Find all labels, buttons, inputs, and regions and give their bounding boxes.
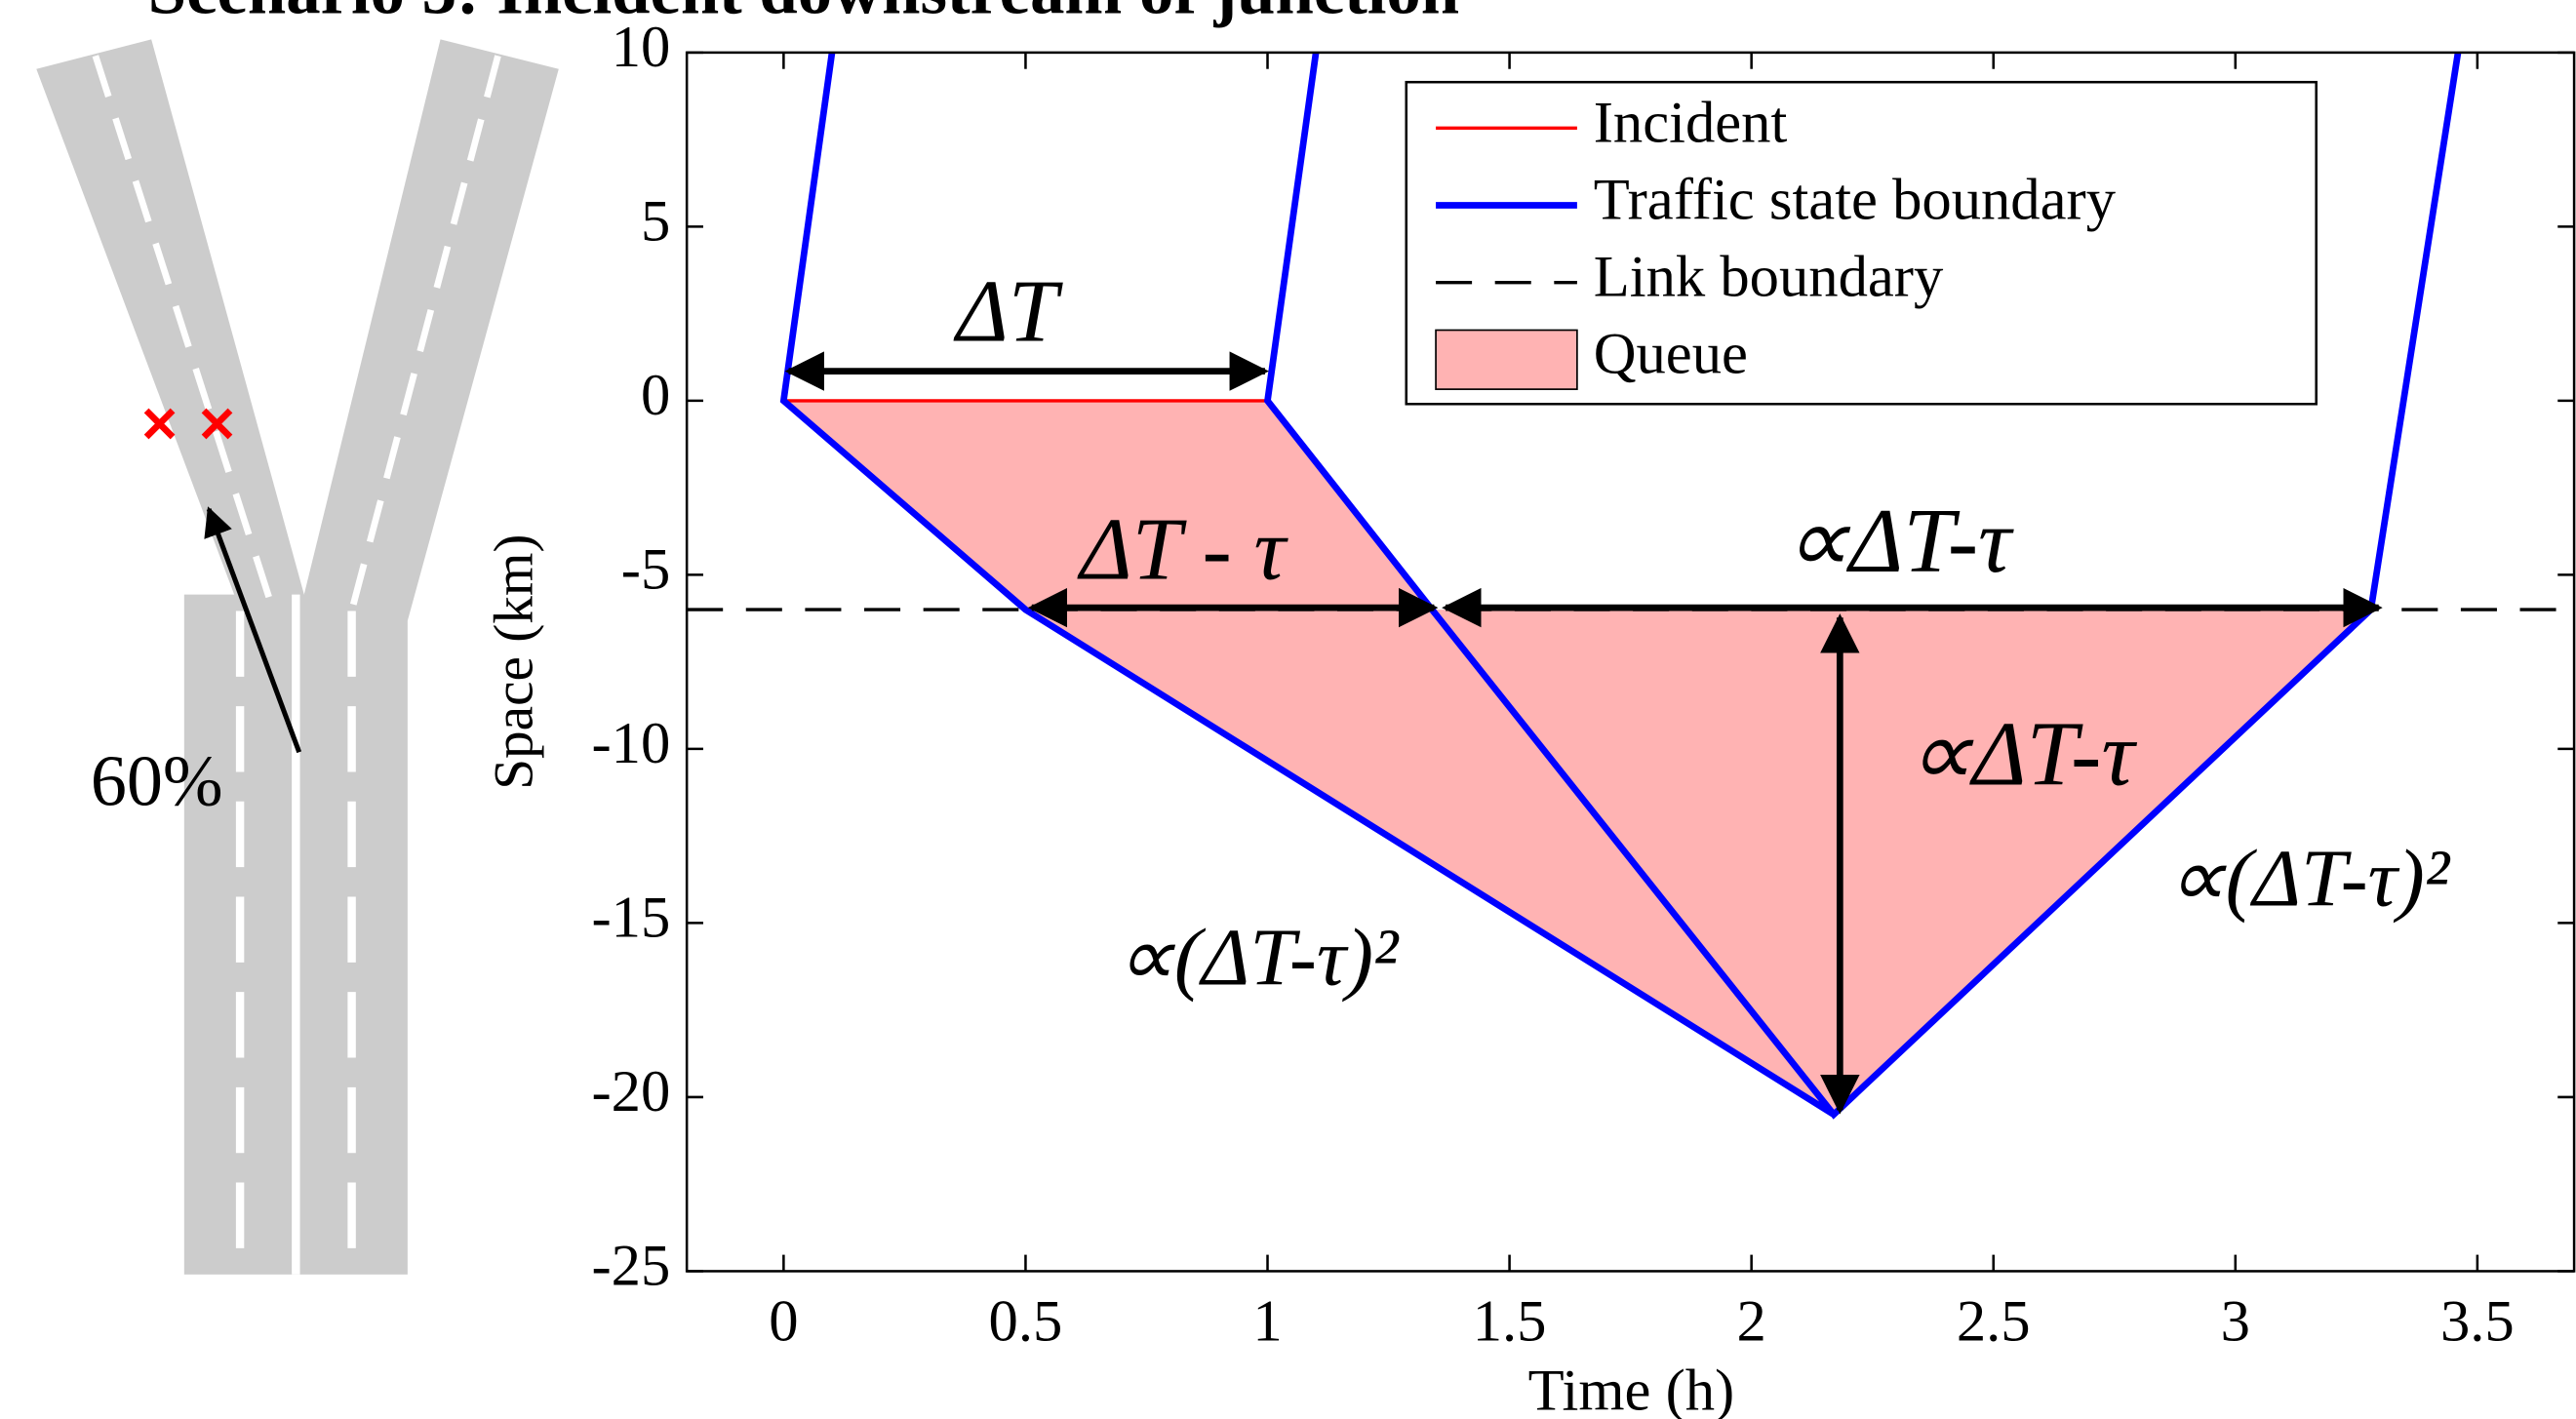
y-tick-label: 0 xyxy=(641,363,670,428)
x-tick-label: 0 xyxy=(769,1289,798,1355)
x-tick-label: 3 xyxy=(2221,1289,2250,1355)
legend-swatch xyxy=(1436,330,1577,389)
chart-title: Scenario 3: Incident downstream of junct… xyxy=(148,0,1459,28)
annotation: ∝(ΔT-τ)² xyxy=(1116,913,1400,1004)
annotation: ∝ΔT-τ xyxy=(1784,491,2015,592)
x-tick-label: 0.5 xyxy=(989,1289,1063,1355)
annotation: ∝(ΔT-τ)² xyxy=(2166,834,2450,925)
legend: Incident Traffic state boundary Link bound… xyxy=(1407,82,2317,404)
y-tick-label: -5 xyxy=(621,536,671,602)
annotation: ΔT - τ xyxy=(1076,499,1288,598)
x-tick-label: 2 xyxy=(1736,1289,1765,1355)
x-tick-label: 1.5 xyxy=(1473,1289,1547,1355)
y-tick-label: 5 xyxy=(641,188,670,254)
legend-label: Incident xyxy=(1594,90,1788,155)
chart: Scenario 3: Incident downstream of junct… xyxy=(0,0,2576,1419)
annotation: ∝ΔT-τ xyxy=(1907,704,2138,806)
x-tick-label: 2.5 xyxy=(1957,1289,2031,1355)
plot-area: -25 -20 -15 -10 -5 0 5 10 0 0.5 1 1.5 2 2.5 3 3.5 Incide… xyxy=(592,15,2575,1355)
annotation: ΔT xyxy=(953,261,1063,360)
y-axis-label: Space (km) xyxy=(484,534,545,790)
y-tick-label: -10 xyxy=(592,711,671,776)
y-tick-label: -20 xyxy=(592,1059,671,1124)
y-tick-label: 10 xyxy=(612,15,671,80)
inset-label: 60% xyxy=(91,741,223,821)
legend-label: Queue xyxy=(1594,322,1748,387)
legend-label: Traffic state boundary xyxy=(1594,167,2117,232)
y-tick-label: -25 xyxy=(592,1233,671,1298)
x-tick-label: 3.5 xyxy=(2440,1289,2515,1355)
x-axis-label: Time (h) xyxy=(1528,1358,1735,1419)
legend-label: Link boundary xyxy=(1594,245,1944,310)
y-tick-label: -15 xyxy=(592,885,671,950)
x-tick-label: 1 xyxy=(1252,1289,1282,1355)
road-diagram xyxy=(36,39,559,1274)
